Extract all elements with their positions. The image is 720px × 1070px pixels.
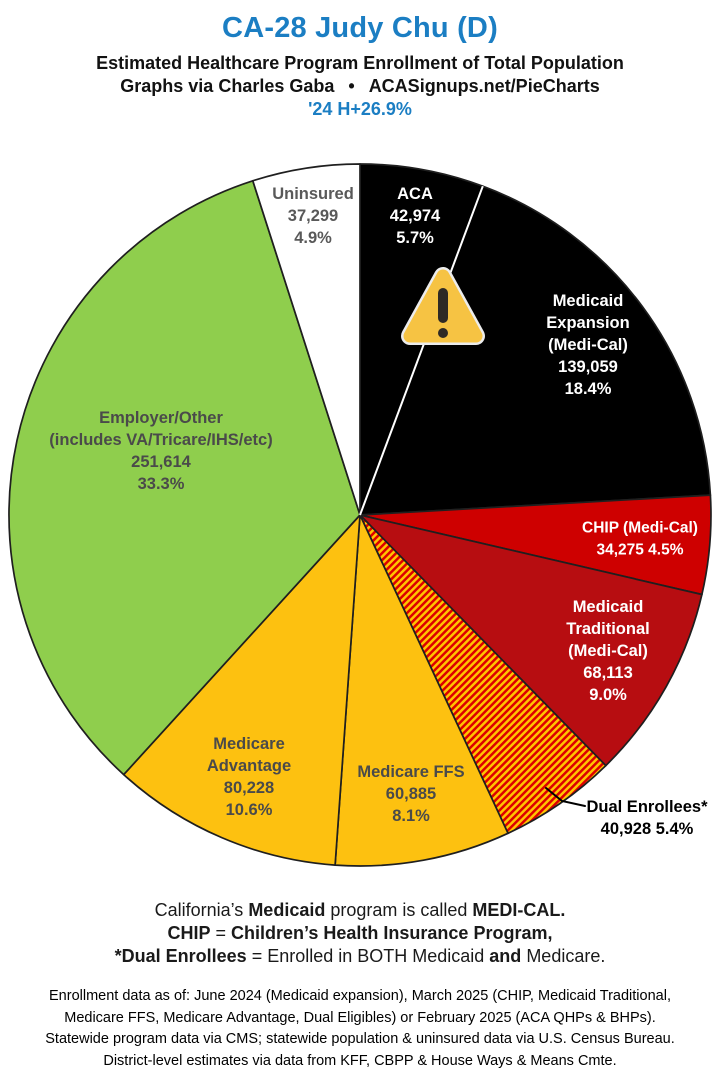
slice-label-medicaid-traditional: Medicaid Traditional (Medi-Cal) 68,113 9.0%: [566, 598, 649, 704]
credit-line: Graphs via Charles Gaba • ACASignups.net/P…: [0, 75, 720, 98]
note-segment: Medicaid: [248, 900, 326, 920]
slice-label-medicaid-expansion: Medicaid Expansion (Medi-Cal) 139,059 18.4%: [546, 292, 629, 398]
note-line: Statewide program data via CMS; statewid…: [45, 1031, 675, 1047]
note-line: Enrollment data as of: June 2024 (Medica…: [49, 988, 671, 1004]
slice-label-medicare-advantage: Medicare Advantage 80,228 10.6%: [207, 735, 291, 819]
pie-slice-medicaid-traditional: [359, 514, 703, 767]
note-line: District-level estimates via data from K…: [103, 1052, 617, 1069]
note-line: CHIP = Children’s Health Insurance Progr…: [0, 922, 720, 945]
credit-text: Graphs via Charles Gaba: [120, 76, 335, 96]
header: CA-28 Judy Chu (D) Estimated Healthcare …: [0, 0, 720, 121]
slice-label-employer-other: Employer/Other (includes VA/Tricare/IHS/e…: [49, 409, 272, 493]
note-line: Medicare FFS, Medicare Advantage, Dual E…: [64, 1009, 656, 1026]
note-segment: =: [210, 923, 232, 943]
slice-label-aca: ACA 42,974 5.7%: [390, 185, 441, 247]
note-line: *Dual Enrollees = Enrolled in BOTH Medic…: [0, 945, 720, 968]
note-segment: MEDI-CAL.: [472, 900, 566, 920]
pie-chart: ACA 42,974 5.7% Medicaid Expansion (Medi-Cal)…: [8, 163, 712, 867]
note-segment: program is called: [325, 900, 473, 920]
data-sources-note: Enrollment data as of: June 2024 (Medica…: [0, 986, 720, 1070]
note-segment: Children’s Health Insurance Program,: [231, 923, 553, 943]
site-text: ACASignups.net/PieCharts: [368, 76, 600, 96]
bullet-separator: •: [348, 76, 355, 96]
pie-slice-uninsured: [251, 163, 361, 516]
warning-icon: [401, 267, 485, 345]
pie-slice-medicaid-expansion: [359, 185, 712, 516]
note-segment: *Dual Enrollees: [114, 946, 247, 966]
period-stat: '24 H+26.9%: [308, 99, 412, 119]
slice-label-chip: CHIP (Medi-Cal) 34,275 4.5%: [582, 519, 698, 558]
note-segment: CHIP: [167, 923, 211, 943]
subtitle: Estimated Healthcare Program Enrollment …: [96, 53, 624, 73]
note-segment: = Enrolled in BOTH Medicaid: [246, 946, 490, 966]
pie-slice-medicare-advantage: [122, 514, 361, 866]
pie-slice-medicare-ffs: [334, 514, 509, 867]
pie-slice-employer-other: [8, 179, 361, 776]
slice-label-medicare-ffs: Medicare FFS 60,885 8.1%: [357, 763, 464, 825]
medical-terms-note: California’s Medicaid program is called …: [0, 899, 720, 968]
slice-label-dual-enrollees: Dual Enrollees* 40,928 5.4%: [586, 798, 708, 838]
page-title: CA-28 Judy Chu (D): [222, 12, 498, 44]
slice-label-uninsured: Uninsured 37,299 4.9%: [272, 185, 354, 247]
note-segment: Medicare.: [521, 946, 606, 966]
note-segment: California’s: [154, 900, 249, 920]
note-line: California’s Medicaid program is called …: [0, 899, 720, 922]
dual-callout-line: [545, 787, 586, 807]
note-segment: and: [489, 946, 522, 966]
white-divider-line: [359, 185, 484, 516]
